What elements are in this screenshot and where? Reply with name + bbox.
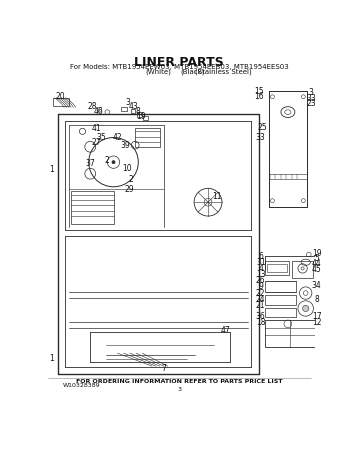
- Text: 24: 24: [256, 295, 266, 304]
- Text: 6: 6: [258, 251, 263, 260]
- Text: 4: 4: [258, 264, 263, 273]
- Text: 7: 7: [161, 364, 166, 373]
- Text: 35: 35: [96, 133, 106, 142]
- Text: 42: 42: [113, 133, 122, 142]
- Text: 37: 37: [85, 159, 95, 168]
- Text: 33: 33: [256, 133, 266, 142]
- Text: 45: 45: [312, 265, 321, 274]
- Text: 28: 28: [88, 102, 97, 111]
- Text: 43: 43: [129, 102, 139, 111]
- Text: 31: 31: [256, 258, 266, 267]
- Text: 8: 8: [136, 107, 141, 116]
- Text: 3: 3: [309, 88, 314, 97]
- Bar: [53, 98, 69, 106]
- Text: 29: 29: [124, 185, 134, 193]
- Text: 9: 9: [258, 282, 263, 291]
- Bar: [135, 127, 160, 147]
- Text: 11: 11: [212, 193, 222, 201]
- Text: 19: 19: [136, 112, 146, 121]
- Text: 15: 15: [254, 87, 264, 96]
- Text: FOR ORDERING INFORMATION REFER TO PARTS PRICE LIST: FOR ORDERING INFORMATION REFER TO PARTS …: [76, 379, 283, 384]
- Bar: [131, 109, 135, 113]
- Bar: [137, 112, 142, 117]
- Bar: [265, 308, 296, 317]
- Text: 27: 27: [92, 138, 101, 147]
- Text: 17: 17: [312, 312, 321, 321]
- Text: 41: 41: [92, 124, 101, 133]
- Text: 39: 39: [120, 141, 130, 150]
- Text: 1: 1: [49, 165, 54, 174]
- Text: 23: 23: [306, 99, 316, 108]
- Text: 36: 36: [256, 312, 266, 321]
- Text: 22: 22: [256, 289, 266, 298]
- Text: 16: 16: [254, 92, 264, 101]
- Circle shape: [112, 161, 115, 164]
- Bar: [265, 320, 315, 347]
- Bar: [265, 281, 296, 292]
- Text: LINER PARTS: LINER PARTS: [134, 56, 224, 68]
- Text: W10328389: W10328389: [63, 383, 101, 388]
- Text: 5: 5: [314, 254, 319, 263]
- Text: (White): (White): [146, 69, 172, 75]
- Text: 20: 20: [56, 92, 65, 101]
- Text: 19: 19: [312, 249, 321, 257]
- Bar: [121, 107, 127, 111]
- Text: 46: 46: [93, 107, 103, 116]
- Text: 2: 2: [105, 156, 110, 165]
- Bar: [265, 261, 289, 275]
- Text: 34: 34: [312, 281, 321, 290]
- Text: 10: 10: [122, 164, 132, 173]
- Bar: [265, 295, 296, 304]
- Text: 18: 18: [256, 318, 266, 327]
- Text: 25: 25: [258, 123, 267, 132]
- Text: 3: 3: [125, 97, 130, 106]
- Text: 8: 8: [314, 295, 319, 304]
- Bar: [267, 264, 287, 271]
- Text: 26: 26: [256, 276, 266, 285]
- Bar: [71, 192, 113, 224]
- Text: 33: 33: [306, 94, 316, 103]
- Text: 2: 2: [128, 174, 133, 183]
- Text: For Models: MTB1954EEW03, MTB1954EEB03, MTB1954EES03: For Models: MTB1954EEW03, MTB1954EEB03, …: [70, 64, 289, 71]
- Text: 3: 3: [177, 387, 181, 392]
- Bar: [292, 261, 314, 278]
- Bar: [143, 116, 148, 120]
- Text: 12: 12: [312, 318, 321, 327]
- Text: 47: 47: [221, 326, 231, 334]
- Text: (Stainless Steel): (Stainless Steel): [195, 69, 252, 75]
- Text: 1: 1: [49, 354, 54, 363]
- Circle shape: [303, 305, 309, 312]
- Text: 13: 13: [256, 270, 266, 279]
- Text: (Black): (Black): [180, 69, 205, 75]
- Text: 21: 21: [256, 301, 266, 310]
- Text: 44: 44: [312, 259, 321, 268]
